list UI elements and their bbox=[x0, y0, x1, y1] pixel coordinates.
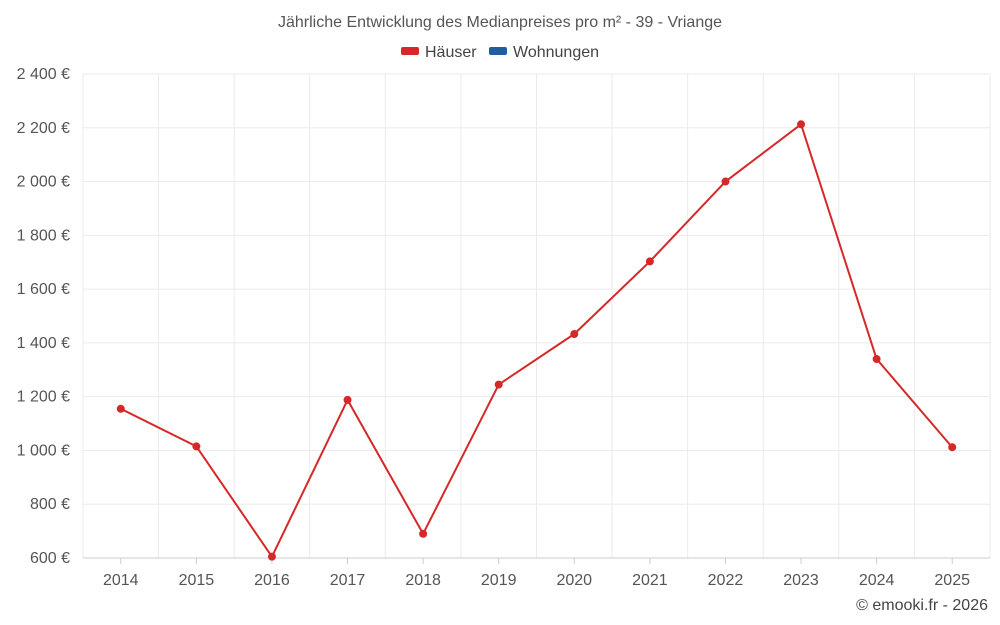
y-tick-label: 1 600 € bbox=[17, 281, 70, 298]
y-tick-label: 2 200 € bbox=[17, 120, 70, 137]
legend-swatch-haeuser bbox=[400, 47, 419, 55]
chart-legend: Häuser Wohnungen bbox=[0, 44, 1000, 62]
x-tick-label: 2024 bbox=[859, 572, 895, 589]
x-tick-label: 2021 bbox=[632, 572, 668, 589]
legend-item-haeuser[interactable]: Häuser bbox=[400, 44, 477, 62]
data-point bbox=[267, 552, 276, 561]
grid-lines bbox=[82, 73, 991, 559]
data-point bbox=[192, 442, 201, 451]
legend-item-wohnungen[interactable]: Wohnungen bbox=[489, 44, 599, 62]
x-tick-label: 2018 bbox=[405, 572, 441, 589]
y-tick-label: 1 200 € bbox=[17, 389, 70, 406]
chart-title: Jährliche Entwicklung des Medianpreises … bbox=[277, 14, 723, 31]
y-tick-label: 1 000 € bbox=[17, 442, 70, 459]
x-tick-label: 2023 bbox=[783, 572, 819, 589]
y-tick-label: 2 000 € bbox=[17, 174, 70, 191]
x-tick-label: 2015 bbox=[179, 572, 215, 589]
legend-label-wohnungen: Wohnungen bbox=[513, 44, 600, 61]
data-point bbox=[343, 395, 352, 404]
data-point bbox=[570, 330, 579, 339]
x-tick-label: 2022 bbox=[708, 572, 744, 589]
legend-label-haeuser: Häuser bbox=[424, 44, 477, 61]
data-point bbox=[419, 529, 428, 538]
x-tick-label: 2019 bbox=[481, 572, 517, 589]
series-group bbox=[116, 120, 957, 561]
y-tick-label: 2 400 € bbox=[17, 66, 70, 83]
legend-swatch-wohnungen bbox=[489, 47, 508, 55]
x-tick-label: 2020 bbox=[556, 572, 592, 589]
y-tick-label: 1 800 € bbox=[17, 227, 70, 244]
copyright-credit: © emooki.fr - 2026 bbox=[856, 597, 988, 614]
axes: 600 € 800 € 1 000 € 1 200 € 1 400 € 1 600 € 1 … bbox=[17, 66, 990, 589]
data-point bbox=[494, 380, 503, 389]
x-tick-label: 2025 bbox=[934, 572, 970, 589]
x-tick-label: 2017 bbox=[330, 572, 366, 589]
data-point bbox=[948, 443, 957, 452]
data-point bbox=[872, 355, 881, 364]
data-point bbox=[645, 257, 654, 266]
y-tick-label: 600 € bbox=[30, 550, 70, 567]
data-point bbox=[797, 120, 806, 129]
x-tick-label: 2016 bbox=[254, 572, 290, 589]
y-tick-label: 1 400 € bbox=[17, 335, 70, 352]
y-tick-label: 800 € bbox=[30, 496, 70, 513]
series-line-haeuser bbox=[120, 123, 953, 558]
data-point bbox=[116, 404, 125, 413]
data-point bbox=[721, 177, 730, 186]
x-tick-label: 2014 bbox=[103, 572, 139, 589]
